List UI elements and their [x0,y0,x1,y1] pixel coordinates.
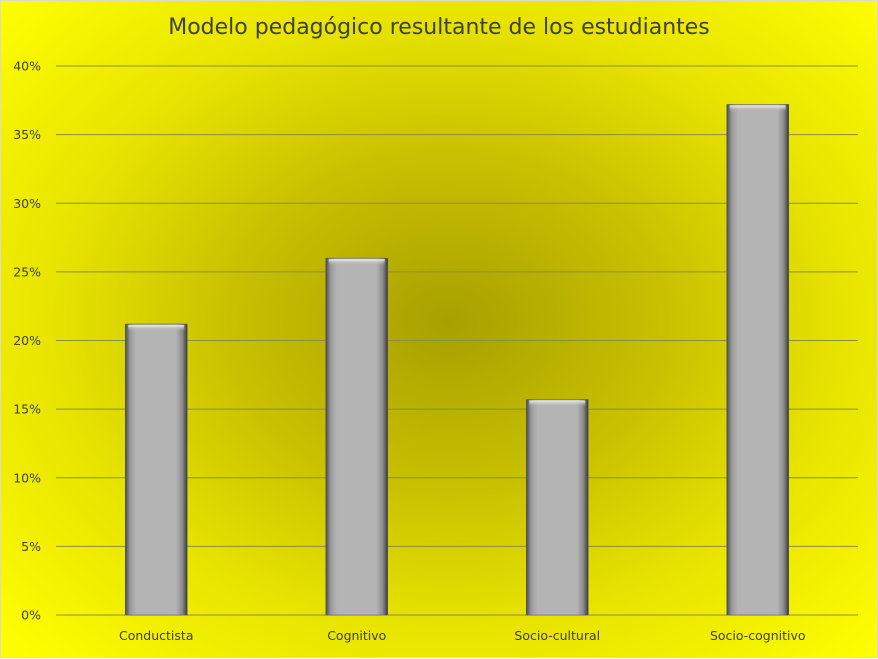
y-tick-label: 5% [21,539,41,554]
bar [325,257,388,616]
y-tick-label: 30% [13,196,41,211]
y-tick-label: 25% [13,264,41,279]
y-tick-label: 20% [13,333,41,348]
bar-body [726,104,789,616]
bar-body [325,257,388,616]
x-tick-label: Socio-cultural [514,628,600,643]
y-tick-label: 35% [13,127,41,142]
x-tick-label: Conductista [119,628,193,643]
y-tick-label: 0% [21,608,41,623]
x-tick-label: Socio-cognitivo [710,628,806,643]
bar [526,399,589,616]
y-tick-label: 10% [13,470,41,485]
bar-highlight [729,105,786,112]
bar-highlight [529,400,586,407]
bar [125,323,188,616]
bar [726,104,789,616]
y-tick-label: 40% [13,59,41,74]
bar-body [526,399,589,616]
y-tick-label: 15% [13,402,41,417]
bar-body [125,323,188,616]
bar-highlight [128,325,185,332]
x-tick-label: Cognitivo [327,628,386,643]
chart-title: Modelo pedagógico resultante de los estu… [168,15,710,40]
bar-highlight [328,259,385,266]
